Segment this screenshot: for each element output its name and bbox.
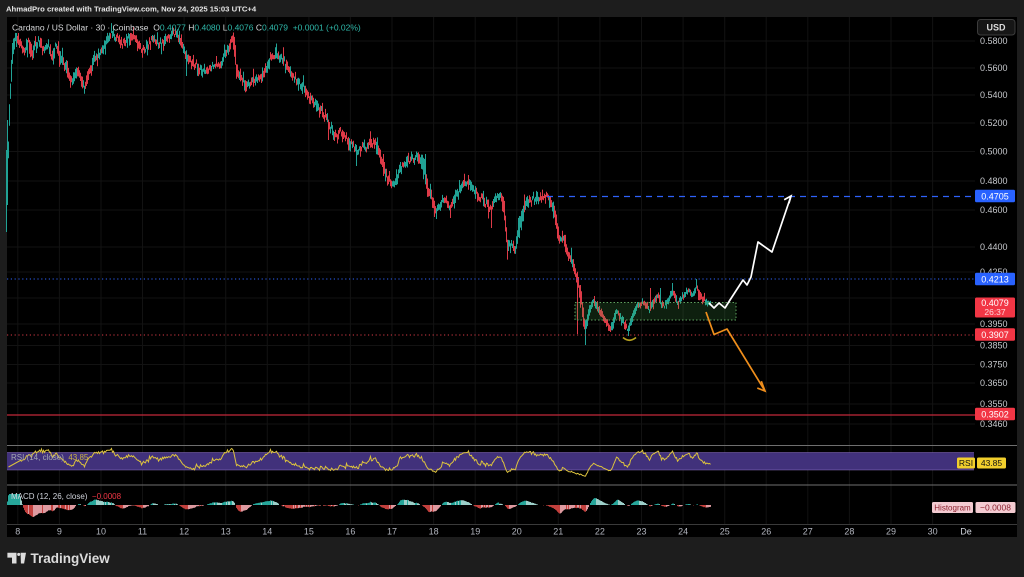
svg-text:Cardano / US Dollar · 30 · Coi: Cardano / US Dollar · 30 · Coinbase O0.4… [12,23,361,33]
svg-text:17: 17 [387,527,397,537]
svg-text:0.4250: 0.4250 [980,267,1008,277]
svg-text:15: 15 [304,527,314,537]
svg-text:De: De [960,527,972,537]
svg-text:12: 12 [179,527,189,537]
svg-text:0.5400: 0.5400 [980,90,1008,100]
svg-text:22: 22 [595,527,605,537]
svg-text:0.3460: 0.3460 [980,419,1008,429]
svg-text:20: 20 [512,527,522,537]
svg-text:0.4213: 0.4213 [981,274,1009,284]
svg-text:24: 24 [678,527,688,537]
svg-text:25: 25 [720,527,730,537]
svg-text:AhmadPro created with TradingV: AhmadPro created with TradingView.com, N… [6,5,257,14]
svg-text:13: 13 [221,527,231,537]
svg-text:0.5800: 0.5800 [980,36,1008,46]
svg-text:8: 8 [15,527,20,537]
svg-text:10: 10 [96,527,106,537]
svg-text:19: 19 [470,527,480,537]
svg-text:0.3550: 0.3550 [980,399,1008,409]
svg-text:18: 18 [429,527,439,537]
svg-text:Histogram: Histogram [934,504,971,513]
svg-text:TradingView: TradingView [31,551,111,566]
svg-text:28: 28 [844,527,854,537]
svg-text:9: 9 [57,527,62,537]
svg-text:29: 29 [886,527,896,537]
svg-text:0.3502: 0.3502 [981,409,1009,419]
svg-text:0.4600: 0.4600 [980,205,1008,215]
svg-text:0.3750: 0.3750 [980,360,1008,370]
svg-text:0.4079: 0.4079 [981,298,1009,308]
svg-text:43.85: 43.85 [981,458,1003,468]
svg-text:21: 21 [553,527,563,537]
svg-text:11: 11 [138,527,147,537]
svg-text:USD: USD [986,23,1006,33]
svg-text:0.3907: 0.3907 [981,330,1009,340]
svg-text:27: 27 [803,527,813,537]
svg-text:0.3850: 0.3850 [980,341,1008,351]
svg-text:0.4800: 0.4800 [980,176,1008,186]
svg-text:26: 26 [761,527,771,537]
svg-text:30: 30 [928,527,938,537]
svg-text:0.4400: 0.4400 [980,242,1008,252]
svg-text:16: 16 [345,527,355,537]
svg-text:0.5000: 0.5000 [980,147,1008,157]
svg-text:14: 14 [262,527,272,537]
svg-text:26:37: 26:37 [984,307,1006,317]
svg-text:RSI (14, close) 43.85: RSI (14, close) 43.85 [11,453,89,462]
svg-text:MACD (12, 26, close) −0.0008: MACD (12, 26, close) −0.0008 [11,492,122,501]
svg-text:RSI: RSI [959,458,973,468]
svg-text:0.5200: 0.5200 [980,118,1008,128]
svg-text:0.3950: 0.3950 [980,319,1008,329]
svg-text:0.5600: 0.5600 [980,63,1008,73]
svg-text:0.4705: 0.4705 [981,191,1009,201]
svg-text:0.3650: 0.3650 [980,378,1008,388]
svg-text:−0.0008: −0.0008 [980,503,1011,513]
svg-text:23: 23 [636,527,646,537]
